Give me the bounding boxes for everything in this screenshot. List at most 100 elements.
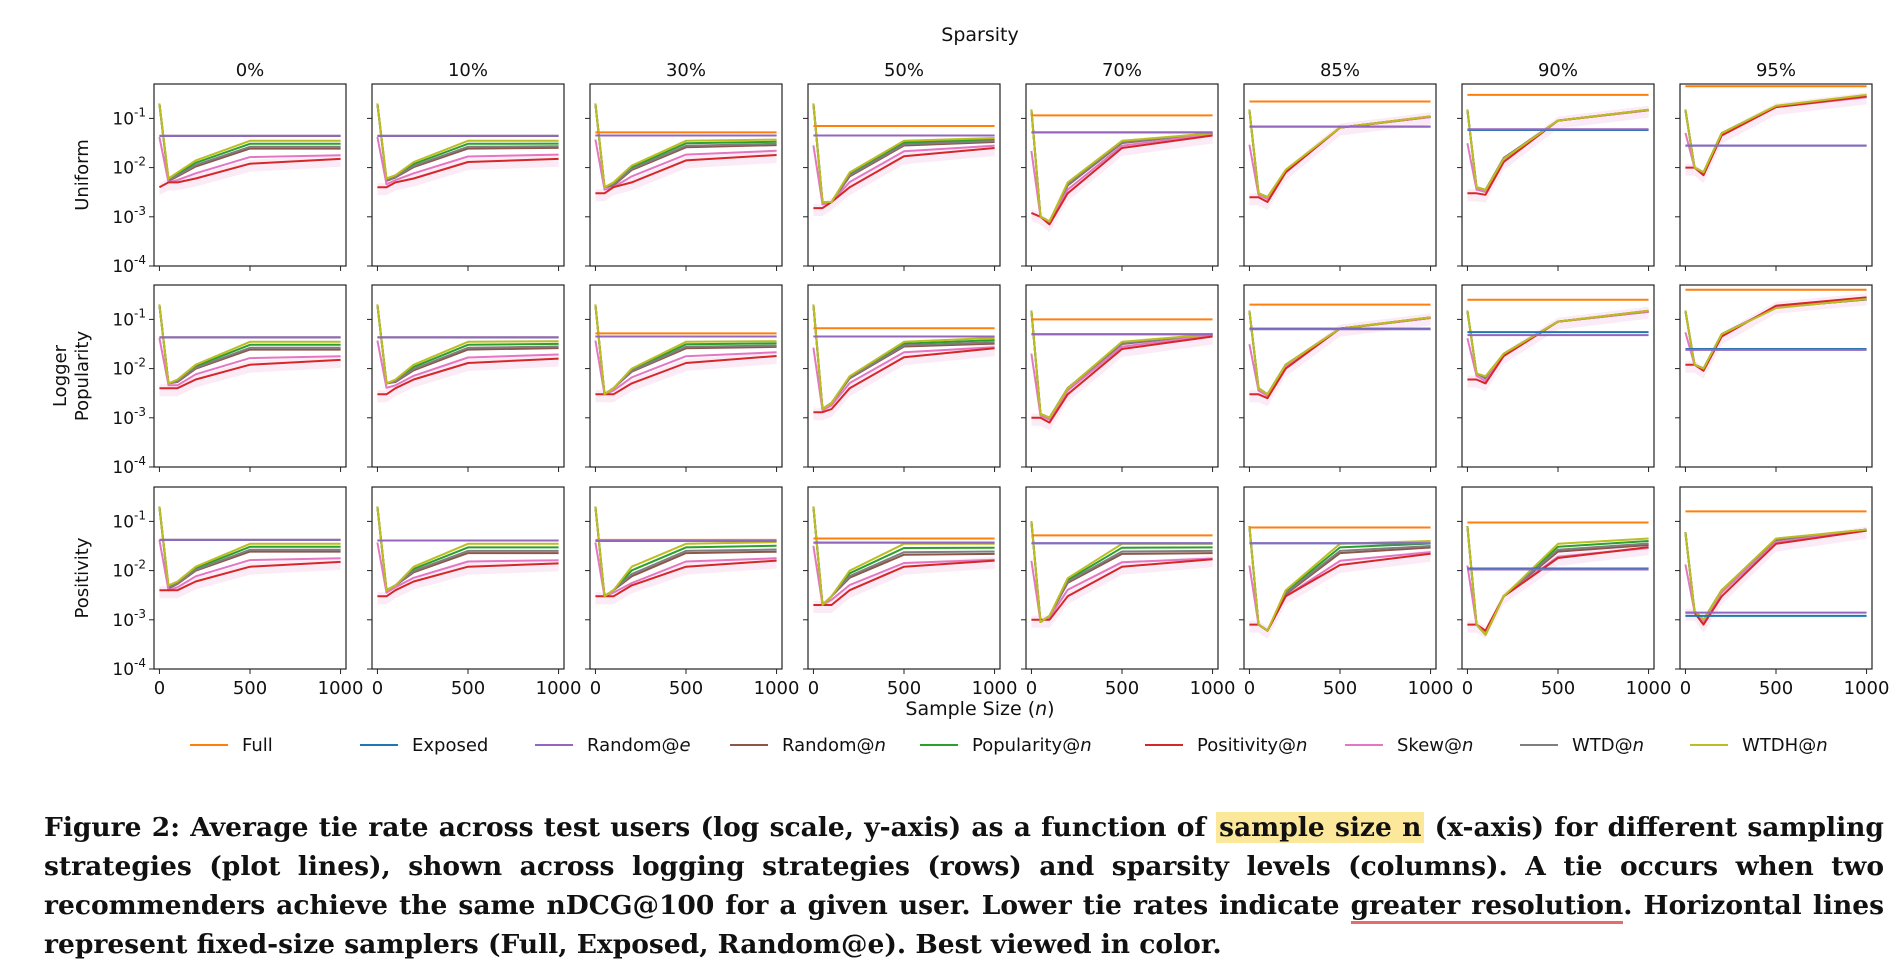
subplot <box>367 284 565 472</box>
plot-area <box>158 304 341 397</box>
plot-area <box>1030 310 1213 431</box>
plot-area <box>1030 109 1213 233</box>
subplot: 0 500 1000 <box>367 486 581 699</box>
y-tick-label: 10-4 <box>112 656 146 680</box>
series-line <box>159 560 341 592</box>
uncertainty-band <box>377 354 559 403</box>
subplot: 0 500 1000 <box>1675 486 1889 699</box>
axes-frame <box>1243 83 1437 267</box>
column-title: 10% <box>448 60 488 81</box>
subplot <box>1457 83 1655 271</box>
x-tick-label: 500 <box>1759 678 1793 699</box>
series-line <box>158 136 341 184</box>
legend-item: Skew@n <box>1345 735 1473 756</box>
y-tick-label: 10-1 <box>112 105 146 129</box>
axes-frame <box>371 486 565 670</box>
uncertainty-band <box>813 144 995 217</box>
subplot <box>1021 83 1219 271</box>
figure-grid: Sparsity 0% 10% 30% 50% 70% 85% 90% 95% Uniform L… <box>50 24 1889 756</box>
series-line <box>377 357 559 396</box>
series-line <box>377 157 559 189</box>
series-line <box>1249 552 1431 632</box>
series-line <box>1031 335 1213 424</box>
series-line <box>376 506 559 592</box>
series-line <box>1685 95 1867 177</box>
y-tick-label: 10-1 <box>112 508 146 532</box>
subplot <box>1457 284 1655 472</box>
y-tick-label: 10-4 <box>112 253 146 277</box>
axes-frame <box>589 284 783 468</box>
x-tick-label: 1000 <box>1626 678 1672 699</box>
x-axis-label: Sample Size (n) <box>905 698 1054 720</box>
x-axis-label-var: n <box>1035 698 1047 720</box>
plot-area <box>812 304 995 421</box>
x-tick-label: 1000 <box>1190 678 1236 699</box>
subplot <box>367 83 565 271</box>
x-tick-label: 1000 <box>972 678 1018 699</box>
series-line <box>595 355 777 396</box>
series-line <box>1466 108 1649 191</box>
series-line <box>1466 526 1649 636</box>
legend-label: Skew@n <box>1397 735 1473 756</box>
subplot: 0 500 1000 <box>585 486 799 699</box>
plot-area <box>812 103 995 217</box>
series-line <box>594 304 777 396</box>
plot-area <box>376 304 559 403</box>
x-axis-label-suffix: ) <box>1047 698 1054 720</box>
legend-label: Popularity@n <box>972 735 1092 756</box>
plot-area <box>158 506 341 599</box>
plot-area <box>812 506 995 613</box>
caption-part3: . Horizontal lines represent fixed-size … <box>44 890 1884 960</box>
plot-area <box>1248 303 1431 407</box>
figure-caption: Figure 2: Average tie rate across test u… <box>44 808 1884 964</box>
series-line <box>812 103 995 203</box>
suptitle: Sparsity <box>941 24 1018 46</box>
series-line <box>1684 93 1867 174</box>
column-title: 70% <box>1102 60 1142 81</box>
subplot: 0 500 1000 <box>1239 486 1453 699</box>
series-line <box>376 340 559 389</box>
subplot <box>1675 284 1873 472</box>
legend-item: Popularity@n <box>920 735 1092 756</box>
plot-area <box>1248 100 1431 210</box>
series-line <box>376 136 559 186</box>
uncertainty-band <box>377 559 559 605</box>
plot-area <box>594 506 777 605</box>
x-tick-label: 0 <box>1026 678 1037 699</box>
series-line <box>158 304 341 385</box>
series-line <box>1685 296 1867 372</box>
axes-frame <box>589 486 783 670</box>
axes-frame <box>1461 486 1655 670</box>
plot-area <box>1684 288 1867 379</box>
series-line <box>595 154 777 195</box>
caption-part2: (x-axis) for different sampling strategi… <box>44 812 1884 921</box>
series-line <box>812 506 995 606</box>
uncertainty-band <box>813 556 995 613</box>
uncertainty-band <box>813 344 995 421</box>
column-title: 95% <box>1756 60 1796 81</box>
x-tick-label: 0 <box>1244 678 1255 699</box>
x-tick-label: 0 <box>154 678 165 699</box>
axes-frame <box>153 83 347 267</box>
series-line <box>812 506 995 606</box>
x-tick-label: 500 <box>1323 678 1357 699</box>
panels: 0% 10% 30% 50% 70% 85% 90% 95% Uniform Logger Popu… <box>50 60 1889 699</box>
plot-area <box>1684 510 1867 633</box>
caption-highlight: sample size n <box>1216 812 1425 843</box>
series-line <box>1466 309 1649 378</box>
legend-item: Full <box>190 735 273 756</box>
series-line <box>1031 558 1213 621</box>
x-tick-label: 0 <box>372 678 383 699</box>
subplot <box>803 83 1001 271</box>
y-tick-label: 10-3 <box>112 405 146 429</box>
column-title: 0% <box>236 60 265 81</box>
axes-frame <box>1025 284 1219 468</box>
uncertainty-band <box>159 557 341 599</box>
uncertainty-band <box>1249 313 1431 407</box>
legend-label: WTD@n <box>1572 735 1644 756</box>
axes-frame <box>807 486 1001 670</box>
x-tick-label: 500 <box>669 678 703 699</box>
uncertainty-band <box>1249 549 1431 639</box>
legend-item: WTD@n <box>1520 735 1644 756</box>
subplot <box>1239 284 1437 472</box>
